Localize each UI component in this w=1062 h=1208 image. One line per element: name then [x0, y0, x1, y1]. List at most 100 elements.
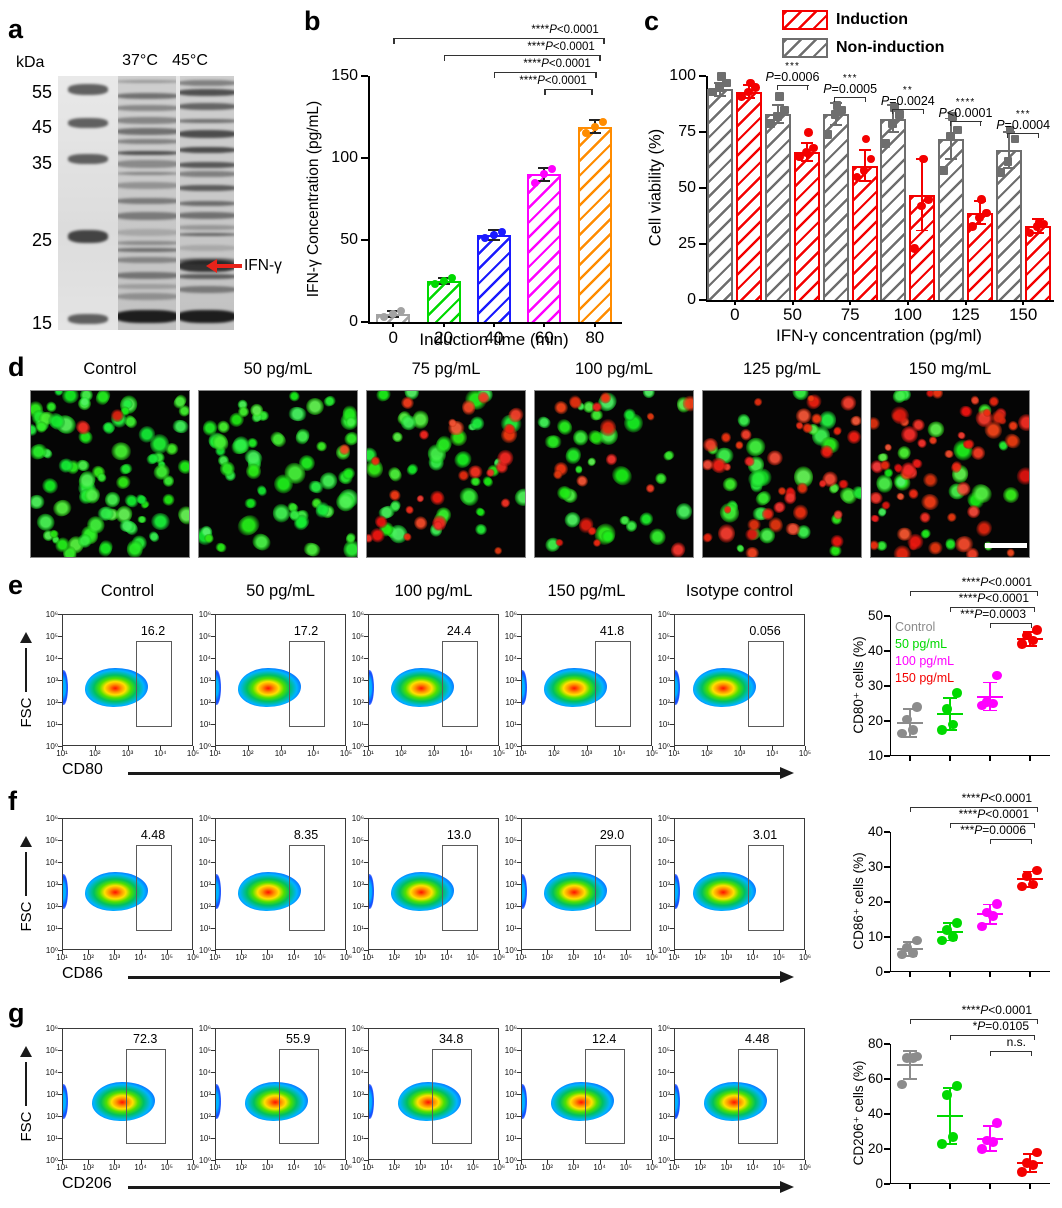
flow-xtick-mark	[599, 1160, 601, 1164]
ifn-arrow-head	[206, 259, 217, 273]
flow-gate	[125, 1048, 167, 1144]
scatter-sig-t1	[910, 1019, 912, 1024]
flow-ytick-mark	[364, 1072, 368, 1073]
c-errbar-cap	[1031, 231, 1044, 234]
scatter-ytick-mark	[884, 866, 890, 868]
flow-gate-value: 55.9	[286, 1031, 311, 1046]
scatter-point	[992, 1118, 1002, 1128]
flow-ytick-mark	[211, 702, 215, 703]
micro-title-1: 50 pg/mL	[243, 360, 313, 378]
c-data-point	[859, 166, 869, 175]
c-errbar-cap	[829, 124, 842, 127]
scatter-legend-1: 50 pg/mL	[895, 637, 948, 651]
flow-xtick-label: 10¹	[209, 1163, 221, 1172]
flow-ytick-mark	[517, 1094, 521, 1095]
gel-band	[118, 80, 176, 84]
flow-ytick-mark	[517, 1050, 521, 1051]
green-cell	[243, 497, 257, 509]
flow-ytick-label: 10⁶	[504, 1023, 517, 1033]
flow-xtick-mark	[293, 950, 295, 954]
b-sig-bracket-t1	[494, 72, 496, 78]
flow-edge-blob	[522, 874, 527, 909]
flow-xtick-mark	[293, 1160, 295, 1164]
c-errbar-cap	[743, 97, 756, 100]
flow-xtick-label: 10¹	[668, 1163, 680, 1172]
scatter-ytick-label: 60	[867, 1071, 883, 1086]
green-cell	[126, 539, 144, 557]
b-xtick-label: 60	[534, 328, 554, 347]
scatter-point	[942, 704, 952, 714]
scatter-ytick-mark	[884, 720, 890, 722]
flow-xtick-label: 10²	[541, 1163, 553, 1172]
c-bar-Non-induction-0	[707, 89, 734, 300]
scale-bar	[985, 543, 1027, 548]
flow-xtick-mark	[215, 1160, 216, 1164]
red-cell	[744, 546, 759, 557]
flow-ytick-mark	[670, 928, 674, 929]
flow-ytick-label: 10¹	[46, 1133, 58, 1143]
flow-ytick-mark	[670, 1072, 674, 1073]
gel-band	[118, 182, 176, 189]
c-sig-bracket-t2	[864, 97, 867, 102]
c-sig-stars: ***	[1015, 109, 1031, 120]
flow-ytick-label: 10⁰	[198, 741, 211, 751]
gel-band	[180, 225, 234, 230]
scatter-err-cap	[943, 1086, 957, 1089]
flow-ytick-mark	[211, 862, 215, 863]
red-cell	[466, 463, 485, 480]
scatter-err-cap	[1023, 1153, 1037, 1156]
flow-ytick-mark	[670, 1028, 674, 1029]
c-data-point	[775, 92, 784, 101]
flow-ytick-mark	[517, 862, 521, 863]
gel-band	[180, 146, 234, 153]
scatter-point	[1022, 630, 1032, 640]
red-cell	[792, 503, 810, 522]
gel-band	[118, 257, 176, 263]
flow-ytick-label: 10¹	[46, 923, 58, 933]
c-sig-bracket-t1	[1007, 133, 1009, 138]
flow-ytick-mark	[211, 906, 215, 907]
red-cell	[1005, 547, 1016, 557]
flow-ytick-label: 10⁰	[198, 1155, 211, 1165]
flow-density-blob	[397, 1081, 461, 1122]
flow-xtick-mark	[652, 950, 653, 954]
lane-title-37c: 37°C	[122, 52, 158, 69]
flow-ytick-mark	[211, 950, 215, 951]
flow-xtick-mark	[433, 746, 435, 750]
flow-xtick-label: 10⁴	[287, 953, 300, 962]
flow-ytick-mark	[364, 1116, 368, 1117]
red-cell	[499, 496, 513, 510]
flow-ytick-label: 10⁴	[198, 653, 211, 663]
scatter-err-cap	[983, 709, 997, 712]
flow-gate-value: 16.2	[140, 624, 166, 639]
scatter-sig-label: ****P<0.0001	[958, 807, 1029, 821]
flow-ytick-label: 10¹	[505, 923, 517, 933]
green-cell	[160, 492, 177, 508]
flow-xtick-mark	[127, 746, 129, 750]
flow-xtick-mark	[140, 950, 142, 954]
panel-b-ylabel: IFN-γ Concentration (pg/mL)	[305, 100, 322, 298]
scatter-f: CD86⁺ cells (%) 40 30 20 10 0 ****P<0.0001 ****…	[845, 786, 1062, 998]
scatter-mean-line	[897, 1064, 923, 1066]
flow-xtick-label: 10⁴	[307, 749, 320, 758]
flow-density-blob	[703, 1081, 767, 1122]
scatter-ytick-mark	[884, 936, 890, 938]
flow-ytick-label: 10⁵	[504, 835, 517, 845]
flow-xtick-label: 10⁶	[492, 1163, 506, 1172]
c-data-point	[852, 172, 862, 182]
flow-xtick-label: 10⁴	[593, 1163, 606, 1172]
flow-ytick-label: 10¹	[658, 719, 670, 729]
flow-ytick-mark	[364, 658, 368, 659]
b-errbar-cap	[588, 119, 601, 122]
c-ytick-mark	[699, 243, 706, 245]
scatter-err-cap	[1023, 1170, 1037, 1173]
flow-xtick-mark	[319, 950, 321, 954]
scatter-sig-h	[910, 807, 1038, 809]
flow-plot-title-0: Control	[100, 582, 155, 600]
flow-ytick-mark	[517, 636, 521, 637]
flow-xtick-mark	[752, 950, 754, 954]
flow-xtick-label: 10¹	[668, 953, 680, 962]
flow-xtick-label: 10⁶	[186, 1163, 200, 1172]
flow-ytick-label: 10⁵	[657, 1045, 670, 1055]
b-sig-bracket-h	[443, 55, 601, 57]
